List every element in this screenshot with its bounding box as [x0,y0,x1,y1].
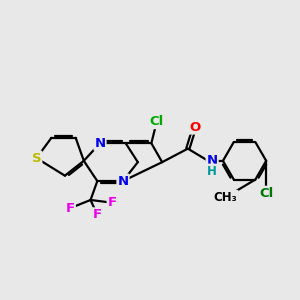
Text: CH₃: CH₃ [214,191,238,204]
Text: H: H [207,165,217,178]
Text: N: N [117,175,128,188]
Text: F: F [66,202,75,214]
Text: F: F [108,196,117,209]
Text: F: F [93,208,102,221]
Text: S: S [32,152,41,165]
Text: N: N [207,154,218,167]
Text: Cl: Cl [259,187,273,200]
Text: N: N [94,137,106,150]
Text: O: O [189,121,200,134]
Text: Cl: Cl [150,115,164,128]
